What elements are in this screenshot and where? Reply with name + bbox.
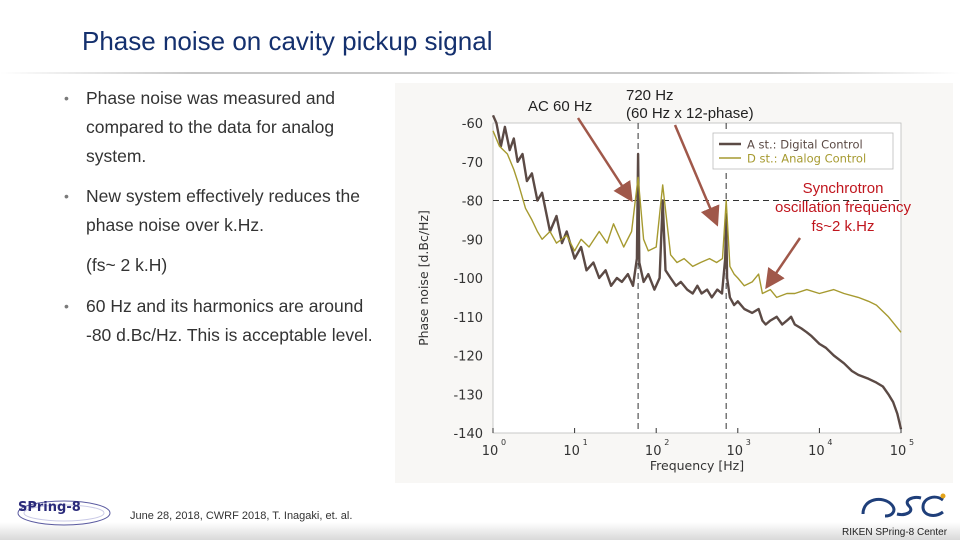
spring8-logo: SPring-8 — [17, 500, 111, 526]
y-tick-label: -90 — [462, 233, 483, 248]
spring8-logo-text: SPring-8 — [18, 500, 81, 515]
x-axis-label: Frequency [Hz] — [650, 458, 744, 473]
legend-entry: D st.: Analog Control — [747, 152, 866, 166]
x-tick-label: 10 — [645, 444, 662, 459]
bullet-marker: • — [64, 90, 69, 106]
y-tick-label: -120 — [453, 350, 483, 365]
x-tick-exponent: 2 — [664, 438, 669, 447]
bullet-marker: • — [64, 298, 69, 314]
harmonic-720hz-label: 720 Hz (60 Hz x 12-phase) — [626, 87, 754, 123]
footer-bar — [0, 522, 960, 540]
y-tick-label: -60 — [462, 117, 483, 132]
bullet-list: • Phase noise was measured and compared … — [62, 84, 382, 361]
bullet-text: Phase noise was measured and compared to… — [86, 88, 336, 166]
y-tick-label: -140 — [453, 427, 483, 442]
arrow-720hz — [673, 124, 720, 227]
title-divider — [0, 72, 960, 74]
ac-60hz-label: AC 60 Hz — [528, 98, 593, 115]
y-tick-label: -130 — [453, 388, 483, 403]
bullet-text: New system effectively reduces the phase… — [86, 186, 360, 235]
legend-box — [712, 132, 894, 170]
organization-label: RIKEN SPring-8 Center — [842, 527, 948, 538]
slide-title: Phase noise on cavity pickup signal — [82, 26, 493, 56]
synchrotron-line2: oscillation frequency — [775, 199, 911, 216]
bullet-subnote: (fs~ 2 k.H) — [86, 255, 168, 275]
x-tick-exponent: 4 — [827, 438, 832, 447]
y-axis-label: Phase noise [d.Bc/Hz] — [416, 210, 431, 346]
harmonic-720hz-line2: (60 Hz x 12-phase) — [626, 105, 754, 122]
x-tick-label: 10 — [482, 444, 499, 459]
harmonic-720hz-line1: 720 Hz — [626, 87, 674, 104]
arrow-ac60 — [576, 117, 633, 203]
x-tick-exponent: 3 — [746, 438, 751, 447]
y-tick-label: -80 — [462, 195, 483, 210]
x-tick-label: 10 — [727, 444, 744, 459]
series-line-0 — [491, 114, 903, 430]
x-tick-label: 10 — [808, 444, 825, 459]
bullet-marker: • — [64, 188, 69, 204]
x-tick-exponent: 1 — [583, 438, 588, 447]
x-tick-exponent: 5 — [909, 438, 914, 447]
synchrotron-line1: Synchrotron — [802, 180, 884, 197]
footer-citation: June 28, 2018, CWRF 2018, T. Inagaki, et… — [130, 510, 353, 522]
legend-entry: A st.: Digital Control — [747, 138, 863, 152]
rsc-logo — [861, 493, 946, 518]
synchrotron-line3: fs~2 k.Hz — [811, 218, 875, 235]
y-tick-label: -100 — [453, 272, 483, 287]
arrow-synchrotron — [765, 237, 802, 290]
bullet-item: • Phase noise was measured and compared … — [62, 84, 382, 171]
bullet-item: • 60 Hz and its harmonics are around -80… — [62, 292, 382, 350]
x-tick-exponent: 0 — [501, 438, 506, 447]
bullet-text: 60 Hz and its harmonics are around -80 d… — [86, 296, 373, 345]
x-tick-label: 10 — [563, 444, 580, 459]
x-tick-label: 10 — [890, 444, 907, 459]
y-tick-label: -110 — [453, 311, 483, 326]
y-tick-label: -70 — [462, 156, 483, 171]
synchrotron-label: Synchrotron oscillation frequency fs~2 k… — [760, 179, 926, 236]
bullet-item: • New system effectively reduces the pha… — [62, 182, 382, 240]
series-line-1 — [492, 130, 902, 333]
